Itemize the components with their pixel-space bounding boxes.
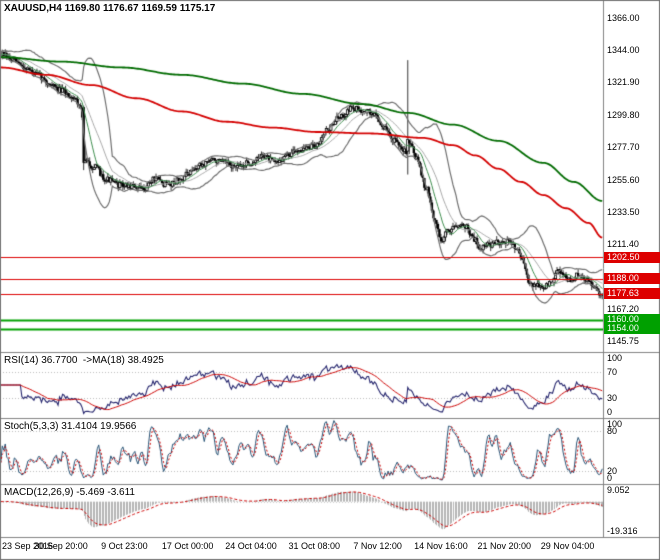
macd-axis-tick: -19.316 [607, 526, 638, 536]
price-line-badge: 1177.63 [604, 288, 660, 300]
stoch-indicator-label: Stoch(5,3,3) 31.4104 19.9566 [4, 421, 137, 432]
price-axis-tick: 1344.00 [607, 44, 640, 55]
rsi-axis-tick: 0 [607, 407, 613, 417]
macd-indicator-label: MACD(12,26,9) -5.469 -3.611 [4, 487, 135, 498]
stoch-axis-tick: 20 [607, 465, 618, 476]
rsi-axis-tick: 70 [607, 366, 618, 377]
stoch-axis-tick: 80 [607, 426, 618, 437]
time-axis-label: 21 Nov 20:00 [477, 541, 532, 551]
price-axis-tick: 1167.20 [607, 304, 639, 315]
price-axis-tick: 1277.70 [607, 142, 640, 153]
price-axis-tick: 1299.80 [607, 109, 640, 120]
symbol-ohlc-label: XAUUSD,H4 1169.80 1176.67 1169.59 1175.1… [4, 3, 216, 14]
rsi-indicator-label: RSI(14) 36.7700 ->MA(18) 38.4925 [4, 355, 164, 366]
price-line-badge: 1202.50 [604, 251, 660, 263]
time-axis-label: 14 Nov 16:00 [414, 541, 468, 551]
rsi-axis-tick: 100 [607, 353, 623, 363]
time-axis-label: 29 Nov 04:00 [540, 541, 595, 551]
price-axis-tick: 1145.75 [607, 335, 639, 346]
time-axis-label: 24 Oct 04:00 [225, 541, 277, 551]
price-axis-tick: 1211.40 [607, 239, 639, 250]
rsi-axis-tick: 30 [607, 393, 618, 404]
stoch-axis-tick: 100 [607, 419, 623, 429]
macd-axis-tick: 9.052 [607, 485, 630, 495]
price-line-badge: 1188.00 [604, 273, 660, 285]
time-axis-label: 23 Sep 2016 [2, 541, 54, 551]
price-axis-tick: 1233.50 [607, 206, 640, 217]
price-axis-tick: 1321.90 [607, 77, 640, 88]
time-axis-label: 9 Oct 23:00 [101, 541, 148, 551]
time-axis-label: 31 Oct 08:00 [288, 541, 341, 551]
price-axis-tick: 1255.60 [607, 174, 640, 185]
time-axis-label: 17 Oct 00:00 [161, 541, 214, 551]
stoch-axis-tick: 0 [607, 473, 613, 483]
time-axis-label: 30 Sep 20:00 [34, 541, 88, 551]
price-axis-tick: 1366.00 [607, 12, 640, 23]
time-axis-label: 7 Nov 12:00 [353, 541, 402, 551]
price-line-badge: 1154.00 [604, 323, 660, 335]
price-line-badge: 1160.00 [604, 314, 660, 326]
